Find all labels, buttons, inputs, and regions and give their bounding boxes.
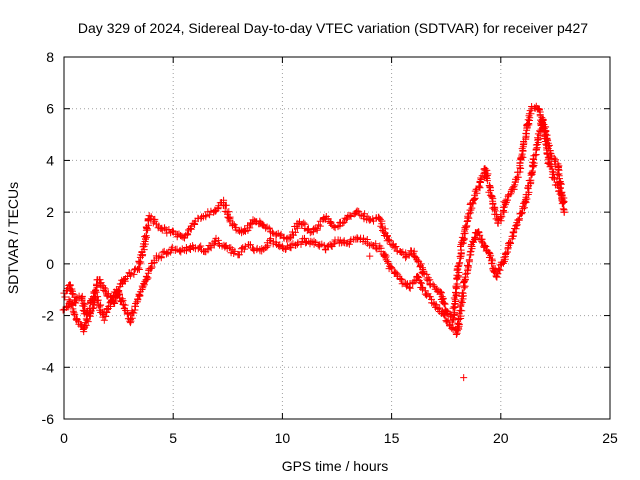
data-point-cluster	[143, 256, 158, 282]
data-point-cluster	[152, 248, 167, 262]
data-point	[460, 374, 468, 382]
data-point-cluster	[309, 214, 329, 236]
chart-title: Day 329 of 2024, Sidereal Day-to-day VTE…	[78, 20, 588, 36]
data-point-cluster	[251, 217, 267, 229]
data-point-cluster	[500, 187, 515, 207]
data-point-cluster	[452, 289, 467, 338]
data-point-cluster	[522, 107, 535, 143]
y-axis-label: SDTVAR / TECUs	[5, 182, 21, 294]
data-point-cluster	[202, 237, 220, 256]
data-point-cluster	[409, 247, 426, 272]
y-tick-label: -2	[42, 308, 55, 324]
data-point-cluster	[551, 175, 568, 205]
data-point-cluster	[538, 115, 553, 167]
data-point	[560, 198, 568, 206]
y-tick-label: 4	[46, 152, 54, 168]
data-point-cluster	[134, 240, 148, 273]
data-point-cluster	[202, 206, 219, 219]
data-point-cluster	[260, 222, 280, 240]
x-tick-label: 15	[384, 430, 400, 446]
data-point-cluster	[219, 196, 237, 228]
data-point-cluster	[256, 236, 275, 255]
x-tick-label: 5	[169, 430, 177, 446]
data-point-cluster	[392, 243, 408, 259]
y-tick-label: 0	[46, 256, 54, 272]
data-point-cluster	[460, 251, 475, 292]
y-tick-label: 6	[46, 101, 54, 117]
x-tick-label: 0	[60, 430, 68, 446]
x-tick-label: 20	[493, 430, 509, 446]
data-point-cluster	[160, 245, 175, 258]
data-point-cluster	[524, 146, 540, 193]
data-layer	[59, 102, 568, 382]
data-point-cluster	[469, 183, 483, 207]
data-point-cluster	[295, 219, 316, 237]
data-point-cluster	[168, 228, 186, 241]
data-point	[366, 252, 374, 260]
x-tick-label: 25	[602, 430, 618, 446]
data-point-cluster	[354, 234, 371, 247]
data-point-cluster	[494, 201, 509, 227]
data-point-cluster	[508, 173, 521, 193]
data-point-cluster	[239, 216, 257, 236]
data-point-cluster	[168, 243, 186, 256]
data-point-cluster	[474, 228, 487, 247]
data-point-cluster	[480, 241, 494, 258]
series-lower-track	[59, 115, 568, 338]
data-point-cluster	[334, 214, 351, 231]
data-point-cluster	[126, 296, 142, 327]
data-point-cluster	[514, 138, 528, 181]
data-point-cluster	[492, 258, 507, 281]
data-point-cluster	[513, 209, 526, 229]
plot-frame	[63, 56, 611, 420]
data-point-cluster	[481, 165, 497, 203]
data-point-cluster	[322, 213, 339, 232]
data-point-cluster	[456, 223, 470, 267]
data-point-cluster	[448, 260, 463, 326]
data-point	[560, 208, 568, 216]
y-tick-label: 2	[46, 204, 54, 220]
x-axis-label: GPS time / hours	[282, 458, 389, 474]
x-tick-label: 10	[275, 430, 291, 446]
data-point-cluster	[212, 234, 230, 251]
data-point-cluster	[119, 297, 134, 325]
data-point-cluster	[387, 263, 404, 282]
y-tick-label: -6	[42, 411, 55, 427]
axis-ticks: 0 5 10 15 20 25 -6 -4 -2 0 2 4 6 8	[42, 49, 618, 446]
y-tick-label: 8	[46, 49, 54, 65]
data-point-cluster	[499, 239, 513, 267]
data-point-cluster	[279, 241, 295, 253]
data-point-cluster	[285, 218, 303, 243]
data-point-cluster	[435, 287, 450, 314]
data-point-cluster	[106, 288, 120, 310]
y-tick-label: -4	[42, 359, 55, 375]
series-isolated-points	[366, 252, 468, 382]
